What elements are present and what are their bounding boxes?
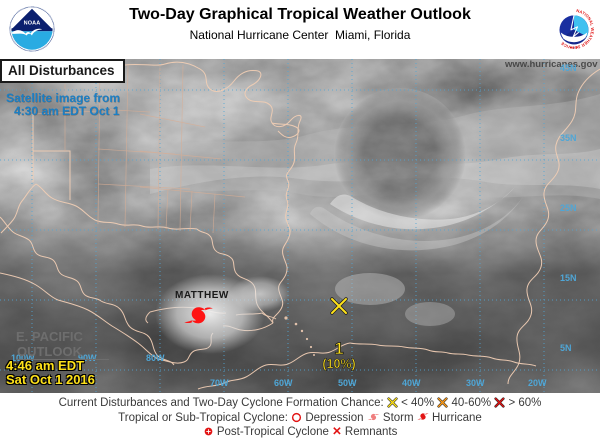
svg-text:MATTHEW: MATTHEW (175, 290, 229, 301)
svg-text:25N: 25N (560, 203, 577, 213)
svg-text:70W: 70W (210, 378, 229, 388)
svg-text:45N: 45N (560, 63, 577, 73)
svg-text:40W: 40W (402, 378, 421, 388)
svg-text:35N: 35N (560, 133, 577, 143)
svg-text:NOAA: NOAA (24, 20, 41, 26)
svg-text:50W: 50W (338, 378, 357, 388)
svg-text:15N: 15N (560, 273, 577, 283)
svg-text:(10%): (10%) (322, 357, 355, 371)
svg-text:1: 1 (334, 339, 343, 358)
svg-text:5N: 5N (560, 343, 572, 353)
svg-text:20W: 20W (528, 378, 547, 388)
svg-text:60W: 60W (274, 378, 293, 388)
svg-text:www.hurricanes.gov: www.hurricanes.gov (504, 59, 598, 70)
svg-text:80W: 80W (146, 353, 165, 363)
svg-text:30W: 30W (466, 378, 485, 388)
